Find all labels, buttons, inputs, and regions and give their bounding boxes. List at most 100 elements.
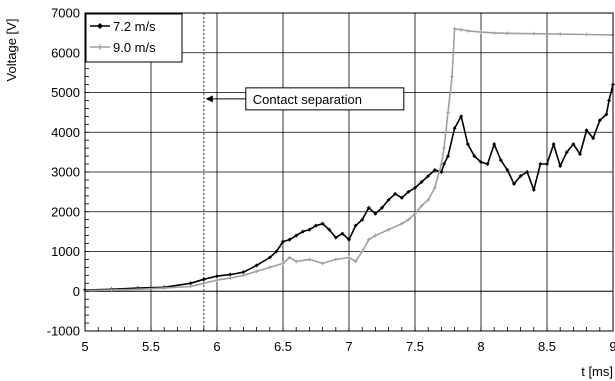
legend-label: 9.0 m/s	[113, 40, 156, 55]
data-point	[274, 249, 279, 254]
data-point	[294, 233, 299, 238]
data-point	[215, 274, 219, 279]
data-point	[367, 237, 371, 242]
data-point	[294, 259, 298, 264]
y-tick-label: 4000	[51, 125, 80, 140]
y-tick-label: 0	[73, 284, 80, 299]
series-layer	[83, 27, 615, 293]
data-point	[373, 211, 378, 216]
data-point	[505, 168, 510, 173]
data-point	[531, 187, 536, 192]
data-point	[386, 197, 391, 202]
y-tick-label: 5000	[51, 85, 80, 100]
data-point	[505, 31, 510, 36]
x-tick-label: 5.5	[142, 339, 160, 354]
data-point	[241, 270, 246, 275]
data-point	[360, 217, 365, 222]
data-point	[287, 255, 292, 260]
x-tick-label: 6	[213, 339, 220, 354]
y-tick-label: 6000	[51, 45, 80, 60]
data-point	[366, 205, 371, 210]
x-tick-label: 8.5	[538, 339, 556, 354]
data-point	[386, 227, 391, 232]
data-point	[591, 136, 596, 141]
data-point	[452, 27, 457, 31]
legend: 7.2 m/s 9.0 m/s	[85, 13, 183, 63]
data-point	[406, 189, 411, 194]
data-point	[446, 110, 450, 115]
data-point	[545, 162, 549, 167]
x-tick-label: 5	[81, 339, 88, 354]
data-point	[479, 30, 483, 34]
data-point	[439, 162, 444, 166]
data-point	[597, 118, 602, 123]
data-point	[360, 249, 364, 254]
data-point	[287, 237, 292, 242]
legend-marker	[97, 23, 103, 29]
data-point	[281, 261, 285, 266]
data-point	[492, 31, 496, 35]
data-point	[228, 272, 233, 277]
data-point	[307, 227, 312, 232]
data-point	[380, 205, 384, 210]
data-point	[201, 277, 206, 282]
data-point	[584, 128, 589, 133]
data-point	[466, 29, 470, 33]
data-point	[202, 281, 206, 286]
data-point	[228, 276, 232, 280]
data-point	[465, 142, 470, 147]
data-point	[604, 112, 609, 117]
data-point	[558, 32, 562, 36]
data-point	[525, 170, 530, 174]
y-axis-title: Voltage [V]	[4, 19, 19, 82]
data-point	[584, 32, 589, 37]
data-point	[327, 227, 332, 232]
data-point	[459, 27, 463, 32]
x-tick-label: 7.5	[406, 339, 424, 354]
data-point	[452, 126, 457, 131]
data-point	[268, 265, 272, 270]
data-point	[426, 198, 430, 202]
data-point	[472, 154, 477, 159]
data-point	[109, 288, 114, 292]
data-point	[459, 114, 464, 119]
data-point	[498, 158, 503, 163]
y-tick-label: 7000	[51, 6, 80, 21]
data-point	[432, 168, 437, 173]
data-point	[353, 259, 358, 264]
data-point	[334, 257, 338, 262]
y-tick-label: 1000	[51, 244, 80, 259]
data-point	[446, 154, 450, 159]
data-point	[188, 284, 193, 289]
x-tick-label: 9	[609, 339, 615, 354]
data-point	[413, 185, 417, 190]
data-point	[485, 162, 490, 167]
data-point	[254, 269, 259, 274]
data-point	[399, 195, 404, 200]
data-point	[439, 170, 444, 174]
annotation-label: Contact separation	[253, 92, 362, 107]
data-point	[571, 142, 576, 147]
data-point	[442, 146, 446, 150]
data-point	[551, 142, 556, 147]
x-axis-title: t [ms]	[581, 364, 613, 379]
data-point	[320, 221, 325, 226]
data-point	[492, 142, 497, 147]
data-point	[512, 181, 516, 186]
data-point	[300, 229, 305, 234]
data-point	[419, 179, 424, 184]
data-point	[254, 263, 259, 268]
data-point	[320, 261, 325, 266]
data-point	[307, 257, 312, 262]
data-point	[314, 223, 318, 228]
x-tick-label: 7	[345, 339, 352, 354]
data-point	[607, 98, 612, 103]
annotation-layer: Contact separation	[203, 13, 405, 331]
data-point	[479, 160, 483, 165]
annotation-arrowhead	[205, 95, 213, 103]
data-point	[564, 150, 569, 155]
data-point	[353, 223, 358, 228]
legend-marker	[97, 44, 103, 50]
y-tick-label: 3000	[51, 165, 80, 180]
